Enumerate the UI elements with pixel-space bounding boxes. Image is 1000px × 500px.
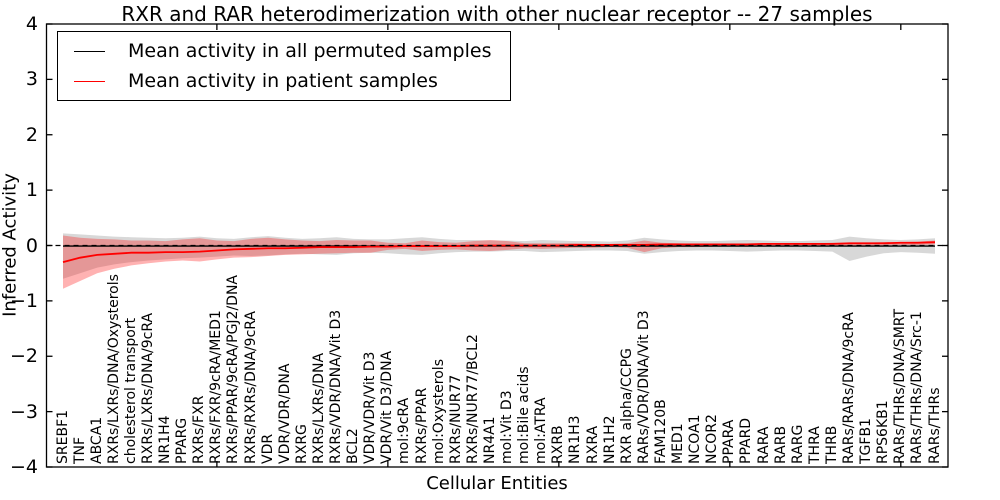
y-axis-label: Inferred Activity [0, 173, 21, 317]
x-tick-label: RARA [755, 426, 772, 464]
x-tick-label: RARs/THRs/DNA/SMRT [892, 308, 909, 464]
y-tick-label: −1 [9, 289, 38, 312]
x-tick-label: BCL2 [345, 428, 362, 464]
x-tick-label: RXRs/LXRs/DNA [310, 352, 327, 464]
x-tick-label: RXRA [584, 425, 601, 464]
x-tick-label: RXRs/NUR77/BCL2 [464, 334, 481, 464]
x-tick-label: RXRs/LXRs/DNA/Oxysterols [105, 274, 122, 464]
legend-entry-permuted: Mean activity in all permuted samples [58, 36, 510, 66]
legend: Mean activity in all permuted samples Me… [57, 31, 511, 101]
x-tick-label: PPARG [174, 417, 191, 464]
x-tick-label: TGFB1 [858, 418, 875, 464]
x-tick-label: RARs/THRs [926, 387, 943, 464]
x-tick-label: ABCA1 [88, 416, 105, 464]
x-axis-label: Cellular Entities [426, 473, 568, 494]
x-tick-label: VDR/Vit D3/DNA [379, 350, 396, 464]
x-tick-label: SREBF1 [54, 409, 71, 464]
x-tick-label: RXRs/PPAR [413, 387, 430, 464]
x-tick-label: RXRG [293, 424, 310, 464]
legend-line-sample-red [74, 80, 105, 82]
x-tick-label: RXRB [550, 425, 567, 464]
x-tick-label: RARs/RARs/DNA/9cRA [841, 312, 857, 464]
x-tick-label: mol:ATRA [533, 397, 550, 464]
y-tick-label: 1 [25, 179, 38, 202]
x-tick-label: RARB [772, 425, 789, 464]
x-tick-label: VDR/VDR/DNA [276, 363, 293, 464]
legend-entry-patient: Mean activity in patient samples [58, 66, 510, 96]
x-tick-label: RARs/VDR/DNA/Vit D3 [635, 310, 652, 464]
x-tick-label: RARs/THRs/DNA/Src-1 [909, 311, 926, 464]
x-tick-label: VDR [259, 433, 276, 464]
x-tick-label: NCOA1 [687, 414, 704, 464]
x-tick-label: NR1H2 [601, 415, 618, 464]
x-tick-label: RXRs/RXRs/DNA/9cRA [242, 310, 259, 464]
legend-label-permuted: Mean activity in all permuted samples [128, 40, 492, 62]
x-tick-label: VDR/VDR/Vit D3 [362, 351, 379, 464]
x-tick-label: RXRs/NUR77 [447, 374, 464, 464]
x-tick-label: RARG [789, 424, 806, 464]
y-tick-label: −2 [9, 345, 38, 368]
x-tick-label: cholesterol transport [122, 317, 139, 464]
x-tick-label: RXRs/FXR [191, 395, 208, 464]
x-tick-label: mol:Bile acids [516, 366, 533, 464]
x-tick-label: RXR alpha/CCPG [618, 348, 635, 464]
x-tick-label: RXRs/FXR/9cRA/MED1 [208, 310, 225, 464]
x-tick-label: RXRs/LXRs/DNA/9cRA [139, 312, 156, 464]
y-tick-label: −4 [9, 456, 38, 478]
x-tick-label: FAM120B [652, 399, 669, 464]
x-tick-label: PPARD [738, 417, 755, 464]
x-tick-label: PPARA [721, 419, 738, 464]
x-tick-label: NR1H3 [567, 415, 584, 464]
x-tick-label: THRB [823, 425, 840, 464]
x-tick-label: NCOR2 [704, 414, 721, 464]
x-tick-label: mol:9cRA [396, 397, 413, 464]
x-tick-label: mol:Vit D3 [499, 390, 516, 464]
x-tick-label: MED1 [670, 423, 687, 464]
x-tick-label: mol:Oxysterols [430, 359, 447, 464]
y-tick-label: 0 [25, 234, 38, 257]
x-tick-label: NR1H4 [157, 415, 174, 464]
x-tick-label: RXRs/VDR/DNA/Vit D3 [328, 309, 345, 464]
y-tick-label: 2 [25, 123, 38, 146]
y-tick-label: −3 [9, 400, 38, 423]
legend-line-sample-black [74, 50, 105, 52]
chart-title: RXR and RAR heterodimerization with othe… [121, 2, 873, 26]
x-tick-label: NR4A1 [481, 416, 498, 464]
y-tick-label: 4 [25, 13, 38, 35]
x-tick-label: TNF [71, 436, 88, 464]
x-tick-label: RXRs/PPAR/9cRA/PGJ2/DNA [225, 275, 242, 464]
x-tick-label: RPS6KB1 [875, 400, 892, 464]
x-tick-label: THRA [806, 426, 823, 464]
y-tick-label: 3 [25, 68, 38, 91]
legend-label-patient: Mean activity in patient samples [128, 70, 438, 92]
